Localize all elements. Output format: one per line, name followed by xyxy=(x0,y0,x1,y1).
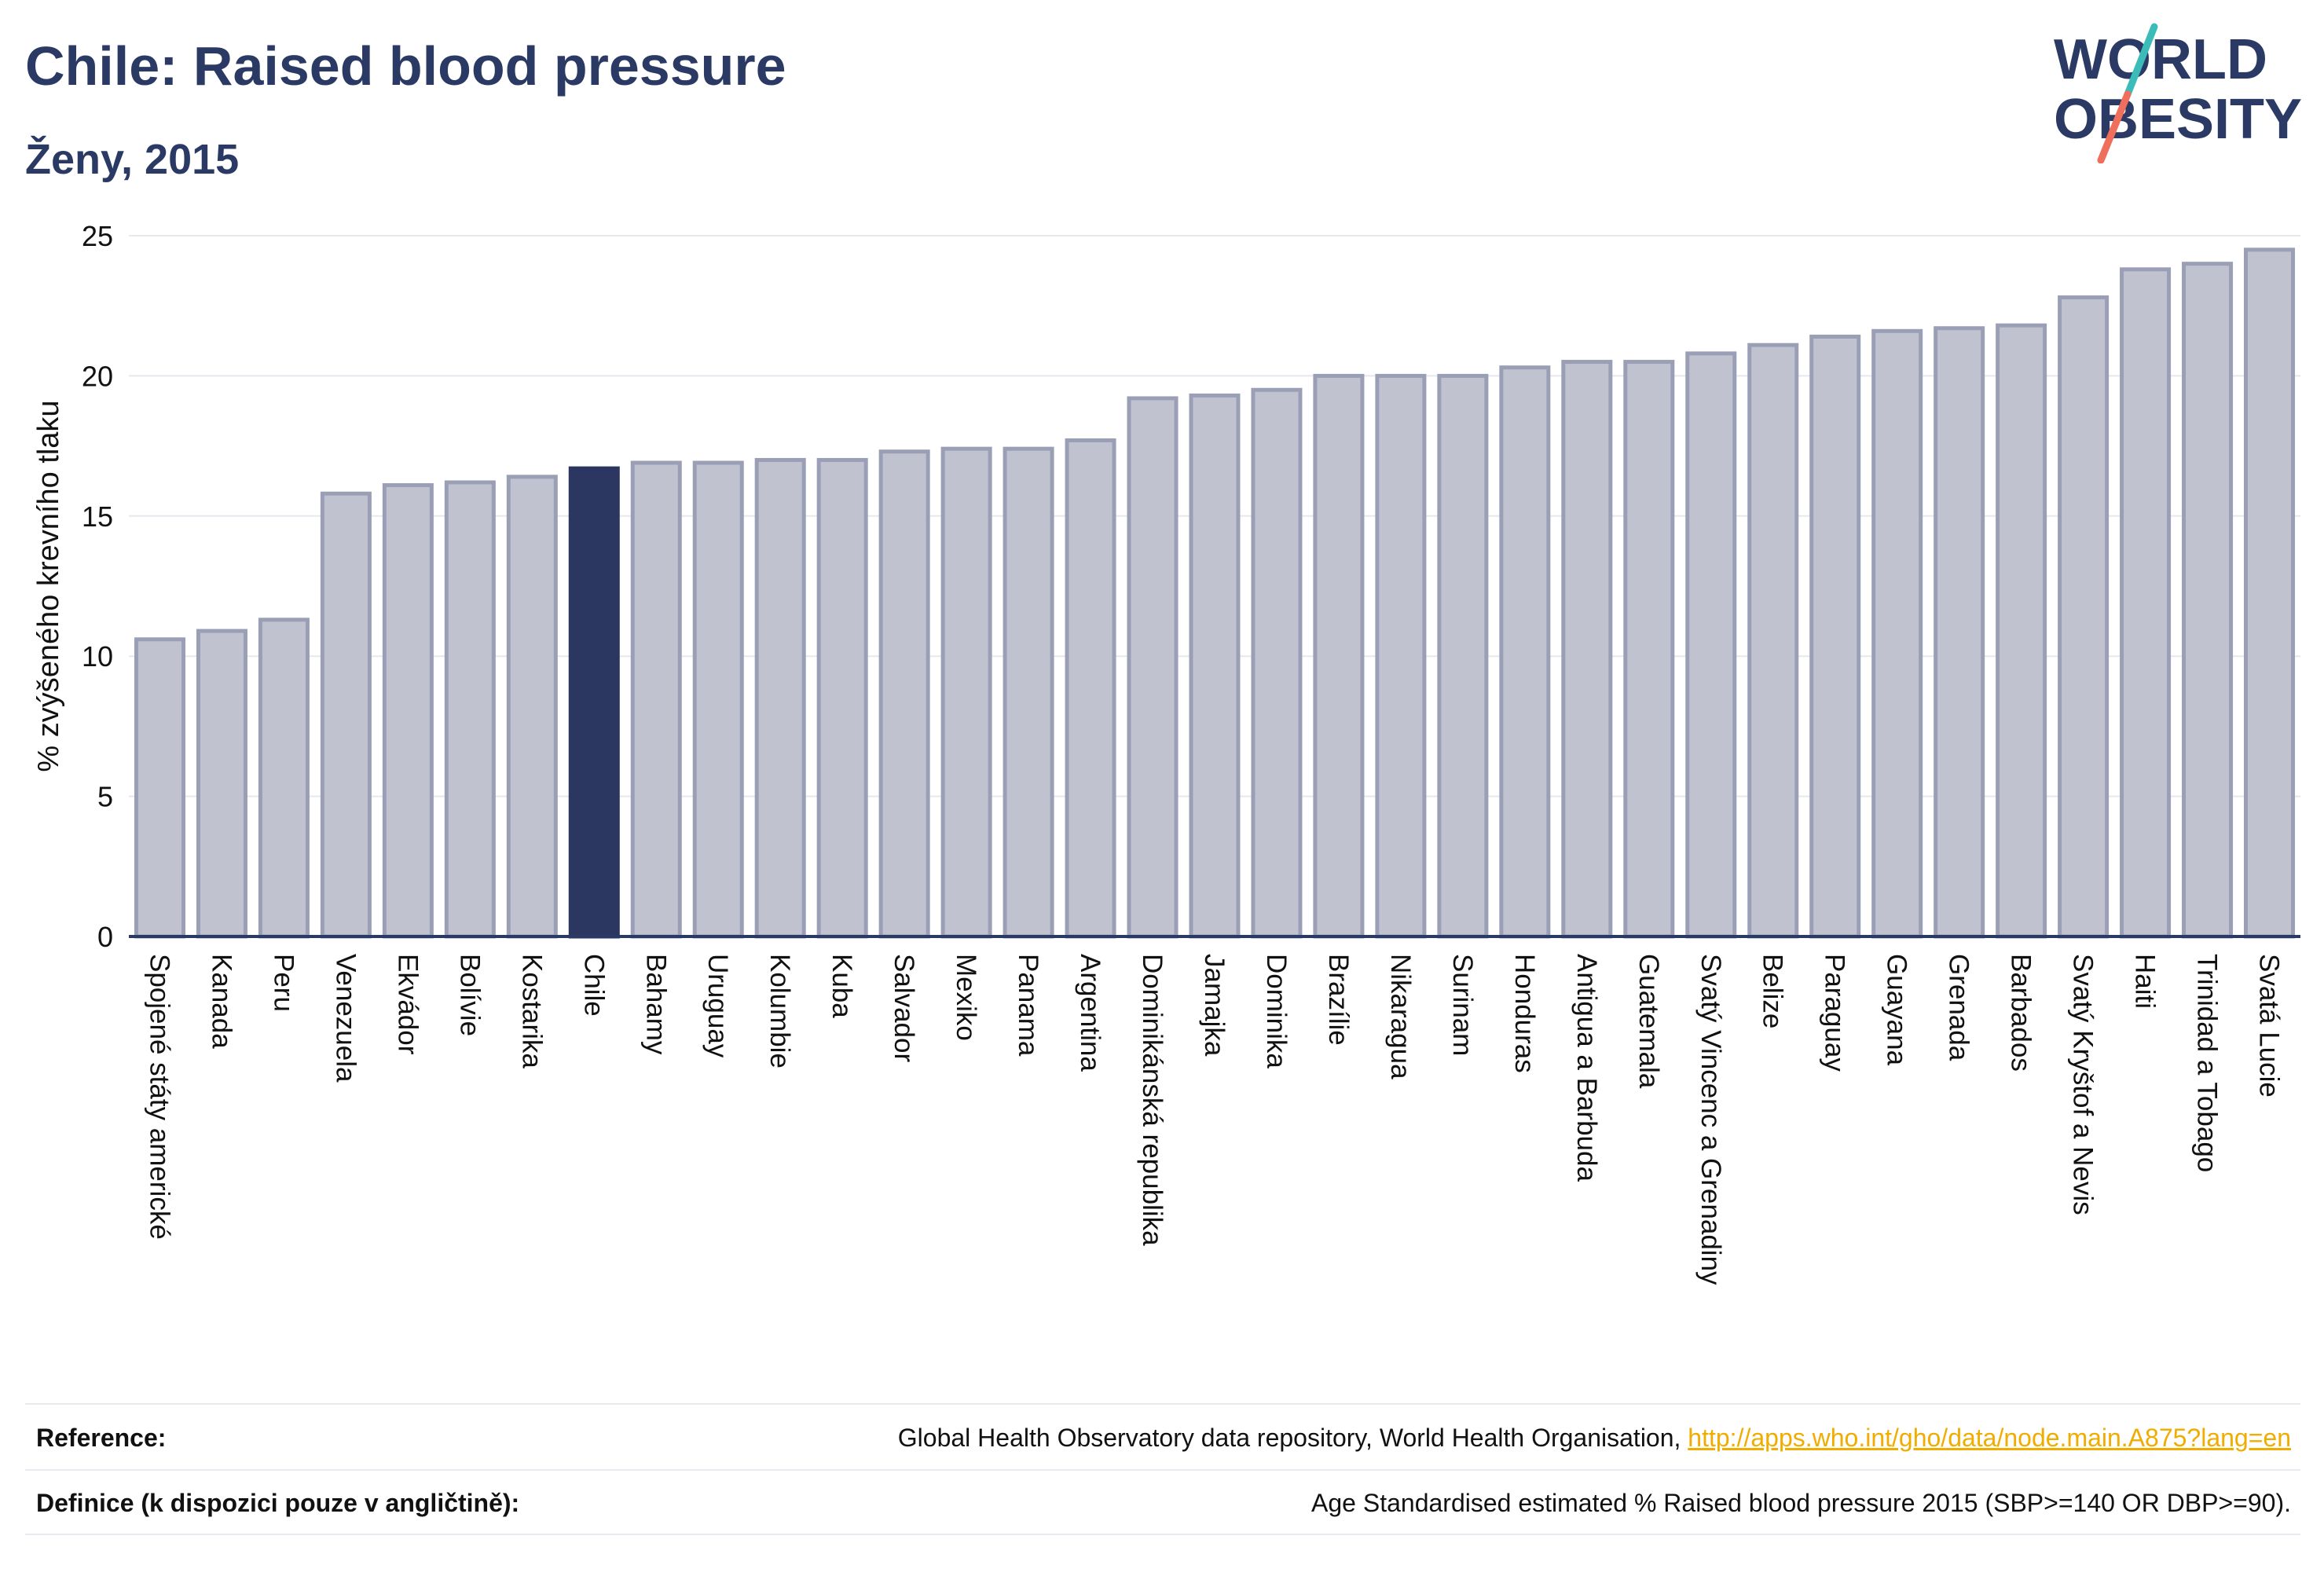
bar-panama xyxy=(1003,446,1054,939)
bar-nikaragua xyxy=(1375,373,1427,939)
logo-slash-coral xyxy=(2097,90,2132,163)
bar-bahamy xyxy=(630,460,682,939)
x-tick-label: Svatá Lucie xyxy=(2254,954,2285,1098)
bar-guayana xyxy=(1871,328,1923,939)
bar-kanada xyxy=(196,629,247,939)
bar-barbados xyxy=(1996,323,2047,939)
x-tick-label: Dominika xyxy=(1261,954,1292,1068)
x-tick-label: Bahamy xyxy=(640,954,671,1055)
bar-ekv-dor xyxy=(382,483,434,939)
x-tick-label: Surinam xyxy=(1447,954,1478,1056)
x-tick-label: Panama xyxy=(1013,954,1043,1057)
bar-uruguay xyxy=(692,460,744,939)
bar-kostarika xyxy=(506,475,558,939)
reference-value: Global Health Observatory data repositor… xyxy=(898,1424,2291,1453)
definition-label: Definice (k dispozici pouze v angličtině… xyxy=(36,1489,520,1517)
footer-divider-top xyxy=(25,1403,2300,1405)
bar-peru xyxy=(258,618,310,939)
y-tick-label: 15 xyxy=(82,500,113,533)
bar-chart: 0 5 10 15 20 25 % zvýšeného krevního tlaku Spoj… xyxy=(32,220,2300,1285)
x-tick-label: Kolumbie xyxy=(764,954,795,1068)
x-tick-label: Brazílie xyxy=(1323,954,1354,1046)
bar-argentina xyxy=(1065,438,1116,939)
x-tick-label: Bolívie xyxy=(454,954,485,1036)
footer-divider-bottom xyxy=(25,1534,2300,1535)
bar-spojen-st-ty-americk- xyxy=(134,637,185,939)
world-obesity-logo: WORLD OBESITY xyxy=(2054,23,2302,163)
y-tick-label: 20 xyxy=(82,360,113,392)
x-tick-label: Barbados xyxy=(2006,954,2036,1072)
bar-kuba xyxy=(816,457,868,939)
x-tick-label: Guatemala xyxy=(1633,954,1664,1089)
x-tick-label: Trinidad a Tobago xyxy=(2192,954,2223,1172)
x-tick-label: Dominikánská republika xyxy=(1137,954,1167,1246)
x-tick-label: Argentina xyxy=(1075,954,1105,1072)
y-tick-label: 10 xyxy=(82,640,113,673)
bar-haiti xyxy=(2120,267,2172,939)
x-tick-label: Jamajka xyxy=(1199,954,1230,1057)
logo-line-obesity: OBESITY xyxy=(2054,88,2302,151)
bar-svat-lucie xyxy=(2244,247,2296,939)
reference-link[interactable]: http://apps.who.int/gho/data/node.main.A… xyxy=(1688,1424,2291,1452)
y-axis-label: % zvýšeného krevního tlaku xyxy=(32,400,65,772)
bar-salvador xyxy=(878,449,930,939)
x-tick-label: Kostarika xyxy=(516,954,547,1068)
bar-bol-vie xyxy=(444,480,496,939)
reference-text: Global Health Observatory data repositor… xyxy=(897,1424,1688,1452)
y-tick-label: 5 xyxy=(97,781,113,813)
x-tick-label: Kanada xyxy=(206,954,236,1049)
bar-surinam xyxy=(1437,373,1489,939)
x-tick-label: Ekvádor xyxy=(392,954,423,1055)
x-tick-label: Belize xyxy=(1758,954,1788,1028)
y-tick-label: 0 xyxy=(97,921,113,953)
x-tick-label: Svatý Kryštof a Nevis xyxy=(2068,954,2099,1215)
bar-braz-lie xyxy=(1313,373,1365,939)
bar-venezuela xyxy=(320,491,372,939)
y-tick-label: 25 xyxy=(82,220,113,252)
reference-label: Reference: xyxy=(36,1424,167,1452)
logo-slash-teal xyxy=(2124,23,2158,98)
x-tick-label: Uruguay xyxy=(702,954,733,1058)
x-tick-label: Venezuela xyxy=(330,954,361,1083)
bar-dominika xyxy=(1251,387,1303,939)
x-tick-label: Haiti xyxy=(2130,954,2161,1009)
bar-svat-kry-tof-a-nevis xyxy=(2058,295,2110,939)
bar-chile xyxy=(568,466,620,939)
x-tick-label: Guayana xyxy=(1882,954,1912,1066)
bar-trinidad-a-tobago xyxy=(2182,262,2234,939)
x-tick-label: Spojené státy americké xyxy=(144,954,174,1240)
definition-value: Age Standardised estimated % Raised bloo… xyxy=(1311,1489,2291,1517)
x-tick-label: Peru xyxy=(268,954,299,1012)
chart-subtitle: Ženy, 2015 xyxy=(25,136,240,183)
bar-belize xyxy=(1747,343,1799,939)
bar-antigua-a-barbuda xyxy=(1561,360,1613,939)
x-tick-label: Paraguay xyxy=(1820,954,1850,1072)
bar-jamajka xyxy=(1189,393,1241,939)
x-tick-label: Salvador xyxy=(889,954,919,1062)
bar-dominik-nsk-republika xyxy=(1127,396,1178,939)
bar-svat-vincenc-a-grenadiny xyxy=(1685,351,1737,939)
x-tick-label: Svatý Vincenc a Grenadiny xyxy=(1695,954,1726,1285)
bar-paraguay xyxy=(1809,334,1861,939)
x-tick-label: Kuba xyxy=(827,954,857,1018)
chart-title: Chile: Raised blood pressure xyxy=(25,35,786,97)
x-tick-label: Antigua a Barbuda xyxy=(1571,954,1602,1182)
x-tick-label: Mexiko xyxy=(951,954,981,1041)
bar-kolumbie xyxy=(754,457,806,939)
bar-grenada xyxy=(1934,326,1985,939)
x-tick-label: Nikaragua xyxy=(1385,954,1416,1079)
logo-line-world: WORLD xyxy=(2054,28,2267,91)
bar-guatemala xyxy=(1623,360,1675,939)
x-tick-label: Chile xyxy=(578,954,609,1017)
footer-divider-middle xyxy=(25,1469,2300,1471)
bar-mexiko xyxy=(940,446,992,939)
x-tick-label: Grenada xyxy=(1944,954,1974,1061)
bar-honduras xyxy=(1499,365,1551,939)
x-tick-label: Honduras xyxy=(1509,954,1540,1073)
